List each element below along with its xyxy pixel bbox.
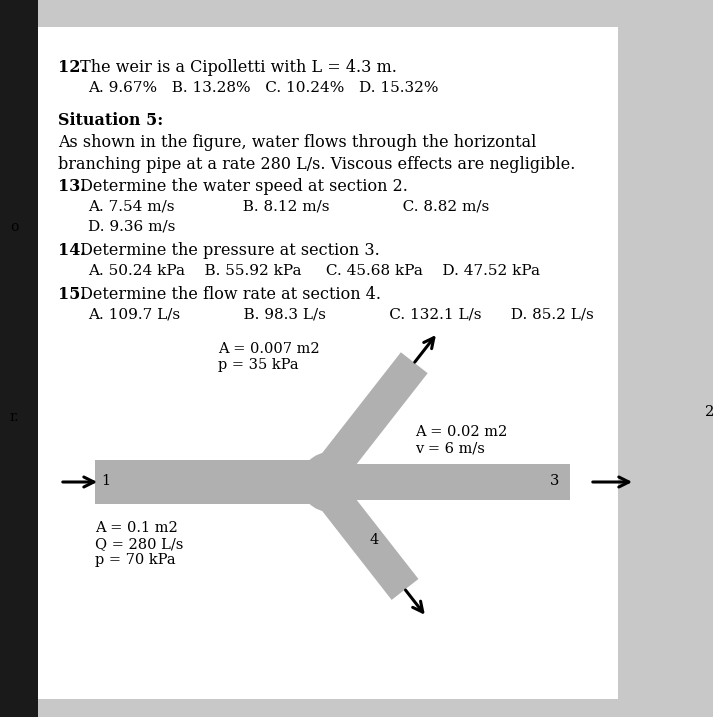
Text: A. 50.24 kPa    B. 55.92 kPa     C. 45.68 kPa    D. 47.52 kPa: A. 50.24 kPa B. 55.92 kPa C. 45.68 kPa D… — [88, 264, 540, 278]
Text: Determine the water speed at section 2.: Determine the water speed at section 2. — [75, 178, 408, 195]
Text: o: o — [10, 220, 19, 234]
Text: 2: 2 — [705, 405, 713, 419]
Text: 4: 4 — [370, 533, 379, 547]
Text: 1: 1 — [101, 474, 111, 488]
Text: 13.: 13. — [58, 178, 86, 195]
Text: 3: 3 — [550, 474, 560, 488]
Text: A = 0.1 m2
Q = 280 L/s
p = 70 kPa: A = 0.1 m2 Q = 280 L/s p = 70 kPa — [95, 521, 183, 567]
Text: 14.: 14. — [58, 242, 86, 259]
Polygon shape — [312, 477, 419, 600]
Text: A. 9.67%   B. 13.28%   C. 10.24%   D. 15.32%: A. 9.67% B. 13.28% C. 10.24% D. 15.32% — [88, 81, 438, 95]
Polygon shape — [312, 352, 428, 488]
Text: A. 109.7 L/s             B. 98.3 L/s             C. 132.1 L/s      D. 85.2 L/s: A. 109.7 L/s B. 98.3 L/s C. 132.1 L/s D.… — [88, 308, 594, 322]
Text: 12.: 12. — [58, 59, 86, 76]
Text: 15.: 15. — [58, 286, 86, 303]
Bar — [330, 464, 570, 500]
Circle shape — [300, 452, 360, 512]
Text: r.: r. — [9, 410, 19, 424]
Bar — [95, 460, 315, 504]
Bar — [0, 0, 38, 717]
Text: Determine the flow rate at section 4.: Determine the flow rate at section 4. — [75, 286, 381, 303]
Text: As shown in the figure, water flows through the horizontal: As shown in the figure, water flows thro… — [58, 134, 536, 151]
Text: A = 0.007 m2
p = 35 kPa: A = 0.007 m2 p = 35 kPa — [218, 342, 319, 372]
Text: Situation 5:: Situation 5: — [58, 112, 163, 129]
Bar — [38, 27, 618, 699]
Text: A. 7.54 m/s              B. 8.12 m/s               C. 8.82 m/s: A. 7.54 m/s B. 8.12 m/s C. 8.82 m/s — [88, 200, 489, 214]
Text: D. 9.36 m/s: D. 9.36 m/s — [88, 220, 175, 234]
Text: The weir is a Cipolletti with L = 4.3 m.: The weir is a Cipolletti with L = 4.3 m. — [75, 59, 397, 76]
Text: branching pipe at a rate 280 L/s. Viscous effects are negligible.: branching pipe at a rate 280 L/s. Viscou… — [58, 156, 575, 173]
Text: Determine the pressure at section 3.: Determine the pressure at section 3. — [75, 242, 380, 259]
Text: A = 0.02 m2
v = 6 m/s: A = 0.02 m2 v = 6 m/s — [415, 425, 507, 455]
